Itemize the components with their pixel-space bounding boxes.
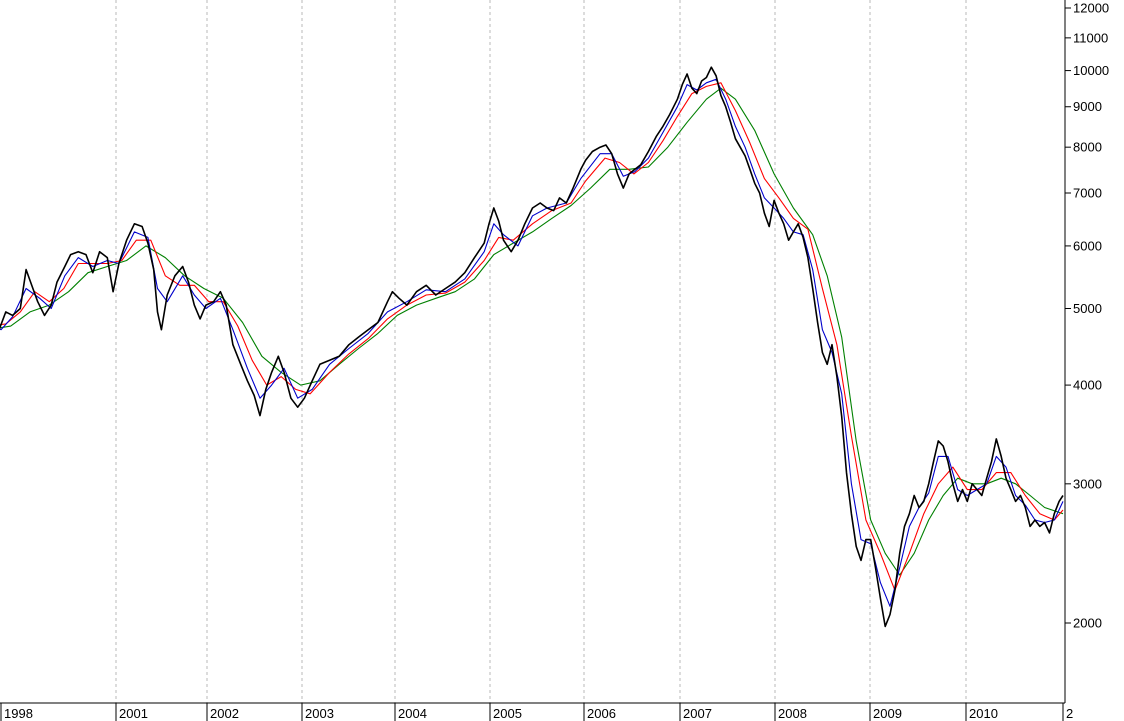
x-tick-label: 1998: [4, 706, 33, 721]
x-tick-label: 2007: [683, 706, 712, 721]
y-tick-label: 4000: [1073, 378, 1102, 393]
y-tick-label: 11000: [1073, 30, 1108, 45]
x-tick-label: 2001: [119, 706, 148, 721]
x-axis: 1998 2001 2002 2003 2004 2005 2006 2007 2008 2009…: [0, 703, 1073, 721]
x-tick-label: 2005: [493, 706, 522, 721]
y-tick-label: 6000: [1073, 238, 1102, 253]
series-line-3: [0, 87, 1064, 576]
y-tick-label: 3000: [1073, 476, 1102, 491]
y-tick-label: 12000: [1073, 1, 1109, 16]
series-layer: [0, 66, 1064, 628]
y-tick-label: 2000: [1073, 616, 1102, 631]
x-tick-label: 2006: [587, 706, 616, 721]
x-tick-label: 2003: [305, 706, 334, 721]
x-tick-label: 2002: [210, 706, 239, 721]
y-axis: 2000 3000 4000 5000 6000 7000 8000 9000 10000 110…: [1065, 1, 1109, 631]
y-tick-label: 8000: [1073, 140, 1102, 155]
y-tick-label: 5000: [1073, 301, 1102, 316]
x-tick-label: 2009: [873, 706, 902, 721]
x-tick-label: 2: [1066, 706, 1073, 721]
y-tick-label: 7000: [1073, 186, 1102, 201]
y-tick-label: 10000: [1073, 63, 1109, 78]
x-tick-label: 2004: [398, 706, 427, 721]
series-line-0: [0, 66, 1064, 628]
x-tick-label: 2010: [969, 706, 998, 721]
x-tick-label: 2008: [778, 706, 807, 721]
y-tick-label: 9000: [1073, 99, 1102, 114]
